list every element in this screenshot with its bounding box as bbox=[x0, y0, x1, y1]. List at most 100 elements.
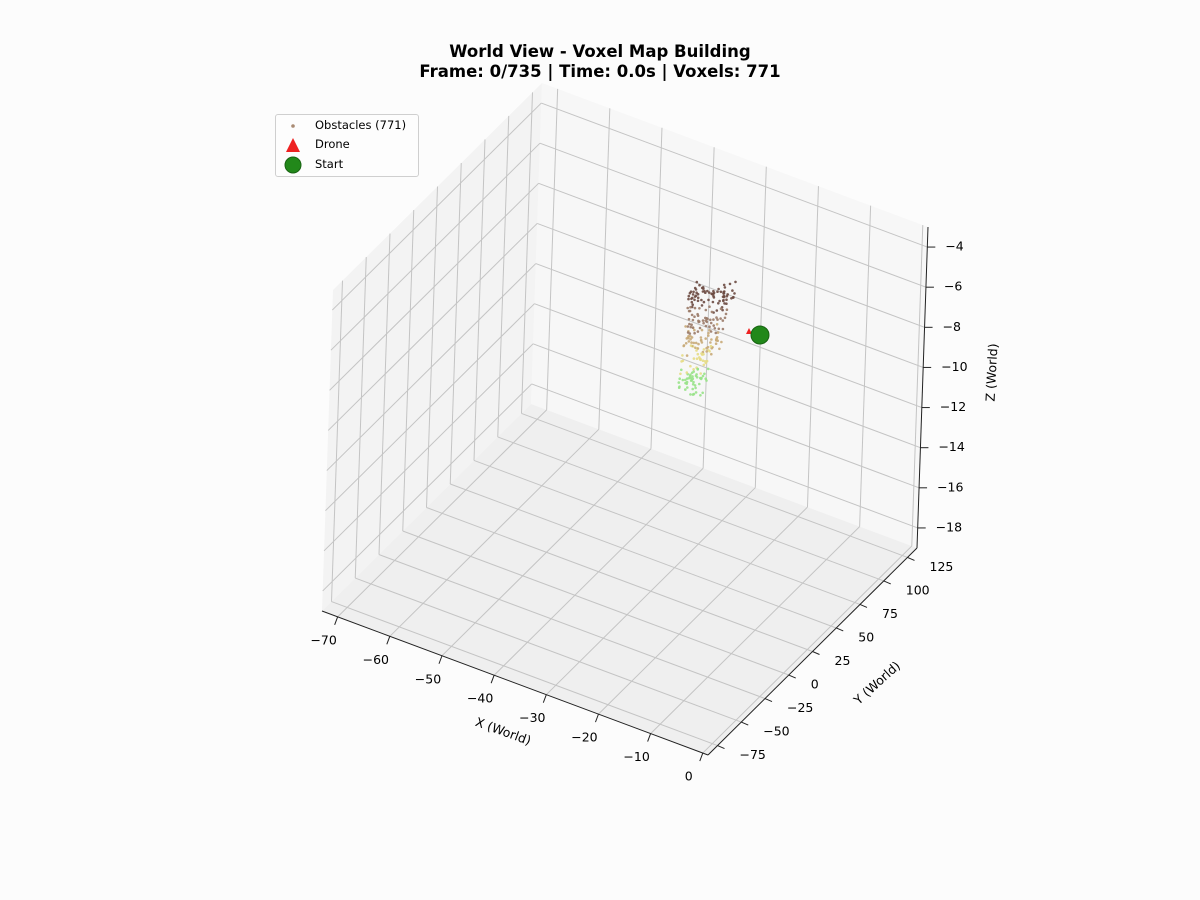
obstacle-voxel bbox=[685, 371, 689, 374]
obstacle-voxel bbox=[701, 319, 705, 322]
obstacle-voxel bbox=[696, 299, 700, 303]
x-tick-label: −10 bbox=[623, 749, 649, 764]
grid-y-side bbox=[378, 233, 391, 555]
y-tick-label: 0 bbox=[811, 677, 819, 692]
obstacle-voxel bbox=[715, 323, 719, 326]
obstacle-voxel bbox=[699, 394, 702, 397]
y-tick bbox=[836, 627, 844, 632]
obstacle-voxel bbox=[722, 290, 726, 294]
tick-labels: −70 −60 −50 −40 −30 −20 −10 0 −75 −50 −25 0 25 50 75 10… bbox=[310, 239, 1000, 784]
obstacle-voxel bbox=[720, 340, 723, 344]
grid-z-side bbox=[326, 263, 537, 471]
obstacle-voxel bbox=[712, 291, 716, 295]
x-tick-label: −70 bbox=[310, 632, 336, 647]
obstacle-voxel bbox=[710, 338, 713, 341]
obstacle-voxel bbox=[717, 327, 721, 331]
obstacle-voxel bbox=[697, 319, 700, 323]
obstacle-voxel bbox=[706, 289, 709, 293]
obstacle-voxel bbox=[701, 391, 704, 395]
obstacle-voxel bbox=[690, 300, 694, 304]
grid-z-side bbox=[325, 303, 535, 512]
obstacle-voxel bbox=[709, 330, 713, 333]
obstacle-voxel bbox=[715, 316, 718, 319]
grid-z-side bbox=[330, 142, 541, 351]
grid-z-side bbox=[331, 102, 542, 311]
obstacle-voxel bbox=[718, 347, 721, 351]
grid-y-floor bbox=[521, 412, 908, 558]
legend-label-obstacles: Obstacles (771) bbox=[315, 118, 407, 132]
obstacle-voxel bbox=[694, 288, 698, 291]
x-tick bbox=[647, 733, 652, 742]
x-axis-line bbox=[321, 610, 709, 756]
obstacle-voxel bbox=[694, 391, 698, 394]
grid-z-side bbox=[327, 223, 538, 431]
obstacle-voxel bbox=[699, 357, 702, 361]
obstacle-voxel bbox=[723, 286, 727, 289]
grid-y-side bbox=[402, 210, 415, 532]
obstacle-voxel bbox=[707, 334, 710, 337]
obstacle-voxel bbox=[690, 323, 693, 327]
y-tick bbox=[741, 721, 749, 726]
obstacle-voxel bbox=[696, 296, 700, 300]
obstacle-voxel bbox=[710, 352, 713, 356]
obstacle-voxel bbox=[696, 368, 699, 371]
obstacle-voxel bbox=[679, 372, 682, 376]
obstacle-voxel bbox=[691, 293, 695, 296]
obstacle-voxel bbox=[722, 283, 726, 287]
obstacle-voxel bbox=[712, 324, 715, 327]
obstacle-voxel bbox=[730, 297, 733, 300]
obstacle-voxel bbox=[714, 338, 718, 342]
obstacle-voxel bbox=[678, 377, 681, 381]
obstacle-voxel bbox=[700, 328, 704, 332]
obstacle-voxel bbox=[728, 282, 732, 286]
obstacle-voxel bbox=[692, 341, 696, 345]
grid-y-side bbox=[449, 162, 462, 484]
obstacle-voxel bbox=[689, 364, 692, 368]
obstacle-voxel bbox=[725, 298, 728, 302]
obstacle-voxel bbox=[681, 354, 684, 357]
obstacle-voxel bbox=[686, 325, 690, 328]
obstacle-voxel bbox=[677, 386, 681, 390]
obstacle-voxel bbox=[700, 304, 704, 307]
obstacle-voxel bbox=[698, 382, 701, 386]
obstacle-voxel bbox=[695, 357, 699, 361]
obstacle-voxel bbox=[686, 331, 690, 334]
obstacle-voxel bbox=[725, 302, 728, 306]
x-tick-label: −60 bbox=[363, 652, 389, 667]
obstacle-voxel bbox=[677, 381, 681, 384]
obstacle-voxel bbox=[691, 393, 695, 396]
legend-item-drone: Drone bbox=[276, 135, 418, 155]
obstacle-voxel bbox=[695, 376, 699, 379]
obstacle-voxel bbox=[721, 327, 725, 331]
obstacle-voxel bbox=[706, 345, 710, 349]
obstacle-voxel bbox=[725, 308, 729, 312]
obstacle-voxel bbox=[696, 292, 700, 296]
obstacle-voxel bbox=[717, 287, 720, 291]
grid-z-back bbox=[534, 303, 921, 449]
obstacle-voxel bbox=[731, 289, 734, 292]
x-tick bbox=[594, 713, 599, 723]
x-tick-label: 0 bbox=[685, 769, 693, 784]
obstacle-voxel bbox=[702, 300, 706, 304]
y-tick bbox=[859, 603, 868, 608]
obstacle-voxel bbox=[684, 381, 687, 385]
obstacle-voxel bbox=[696, 347, 700, 350]
legend: Obstacles (771) Drone Start bbox=[275, 114, 419, 177]
grid-z-back bbox=[537, 222, 924, 368]
obstacle-voxel bbox=[726, 293, 729, 296]
obstacle-voxel bbox=[704, 324, 708, 328]
z-tick-label: −16 bbox=[937, 479, 963, 494]
obstacle-voxel bbox=[684, 388, 687, 391]
obstacle-voxel bbox=[717, 302, 720, 305]
grid-x-back bbox=[546, 88, 559, 410]
y-tick-label: 100 bbox=[906, 582, 930, 597]
obstacle-voxel bbox=[695, 349, 698, 352]
obstacle-voxel bbox=[721, 319, 725, 322]
z-axis-label: Z (World) bbox=[982, 343, 1000, 402]
obstacle-voxel bbox=[702, 321, 705, 325]
x-tick bbox=[334, 616, 339, 626]
obstacle-voxel bbox=[719, 317, 722, 320]
y-tick-label: −75 bbox=[740, 747, 766, 762]
z-tick-label: −12 bbox=[940, 399, 966, 414]
